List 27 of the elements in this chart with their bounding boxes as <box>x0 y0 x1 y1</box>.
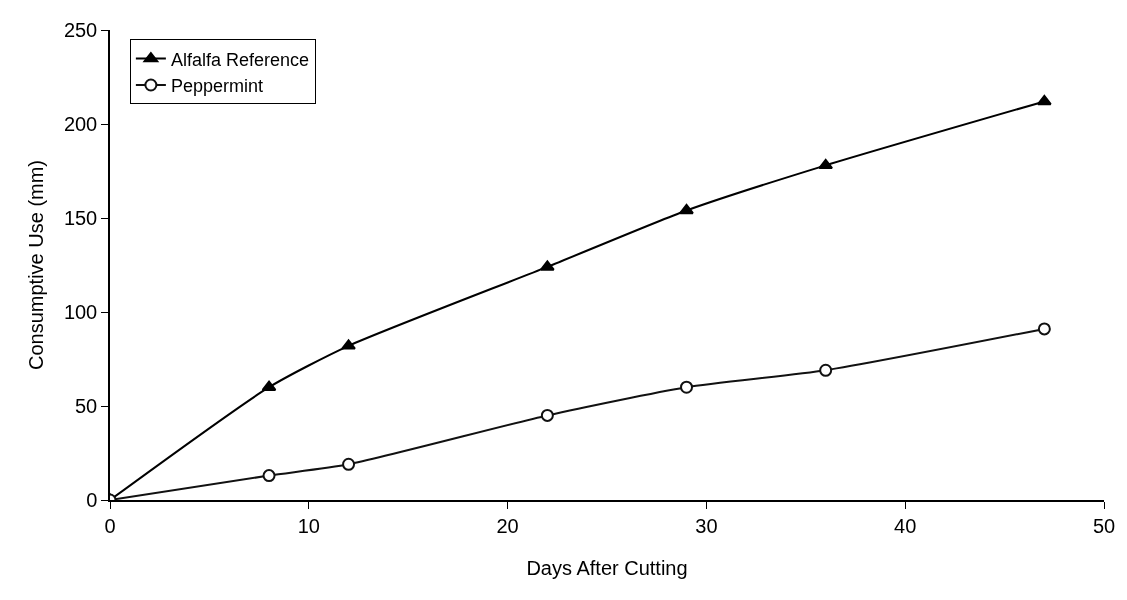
point <box>819 363 833 377</box>
point <box>342 457 356 471</box>
x-tick-label: 50 <box>1092 514 1116 537</box>
point <box>818 158 834 170</box>
x-tick-label: 20 <box>496 514 519 537</box>
y-tick-label: 0 <box>86 489 98 511</box>
point <box>1037 94 1052 106</box>
y-tick-label: 250 <box>63 19 98 41</box>
y-tick-label: 50 <box>75 395 98 417</box>
point <box>262 469 276 483</box>
point <box>679 203 694 215</box>
point <box>1037 322 1051 336</box>
x-axis-title: Days After Cutting <box>526 556 688 579</box>
x-tick-label: 0 <box>104 514 116 537</box>
y-tick-label: 100 <box>63 301 98 323</box>
x-tick-label: 10 <box>297 514 320 537</box>
y-tick-label: 200 <box>63 113 98 135</box>
legend-label: Alfalfa Reference <box>170 49 309 70</box>
point <box>540 260 555 271</box>
legend-label: Peppermint <box>170 76 263 97</box>
x-tick-label: 40 <box>894 514 917 537</box>
point <box>680 380 694 394</box>
y-axis-title: Consumptive Use (mm) <box>24 159 47 371</box>
y-tick-label: 150 <box>63 207 98 229</box>
x-tick-label: 30 <box>695 514 718 537</box>
point <box>540 408 554 422</box>
point <box>341 339 356 350</box>
